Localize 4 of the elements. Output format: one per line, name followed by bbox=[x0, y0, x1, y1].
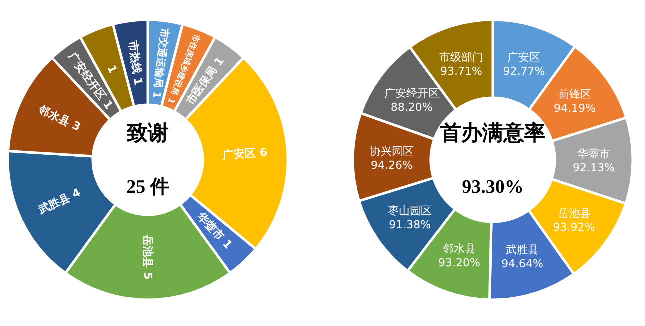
text: 25 件 bbox=[126, 177, 170, 198]
text: 首办满意率 bbox=[440, 121, 546, 145]
text: 93.30% bbox=[462, 177, 524, 198]
text: 致谢 bbox=[126, 121, 169, 145]
